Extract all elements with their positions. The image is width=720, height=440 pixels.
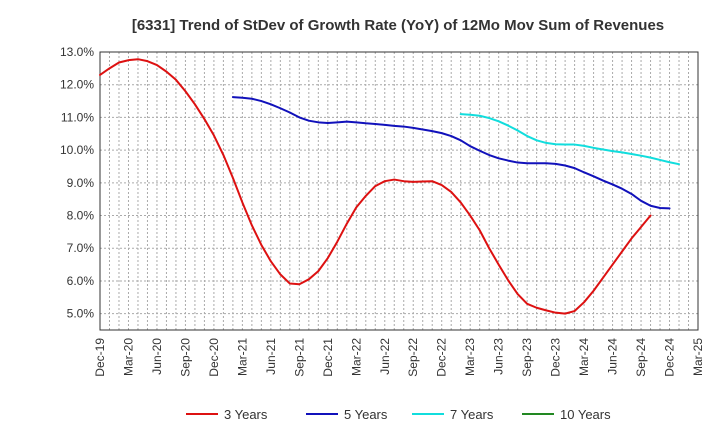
x-tick-label: Sep-23 — [520, 338, 534, 377]
x-tick-label: Sep-24 — [634, 338, 648, 377]
x-tick-label: Jun-23 — [492, 338, 506, 375]
x-tick-label: Mar-24 — [577, 338, 591, 376]
series-line-5-years — [231, 96, 671, 210]
plot-background — [100, 52, 698, 330]
legend-label-5-years: 5 Years — [344, 407, 388, 422]
x-tick-label: Jun-20 — [150, 338, 164, 375]
y-tick-label: 10.0% — [60, 143, 94, 157]
x-tick-label: Dec-21 — [321, 338, 335, 377]
y-tick-label: 11.0% — [61, 110, 94, 124]
x-tick-label: Jun-22 — [378, 338, 392, 375]
x-tick-label: Mar-20 — [121, 338, 135, 376]
legend-label-10-years: 10 Years — [560, 407, 611, 422]
x-tick-label: Sep-20 — [178, 338, 192, 377]
y-tick-label: 5.0% — [67, 307, 95, 321]
x-tick-label: Mar-22 — [349, 338, 363, 376]
x-tick-label: Dec-19 — [93, 338, 107, 377]
x-tick-label: Dec-24 — [663, 338, 677, 377]
x-tick-label: Dec-22 — [435, 338, 449, 377]
x-tick-label: Dec-23 — [549, 338, 563, 377]
chart-title: [6331] Trend of StDev of Growth Rate (Yo… — [132, 17, 664, 34]
x-tick-label: Sep-22 — [406, 338, 420, 377]
x-tick-label: Mar-25 — [691, 338, 705, 376]
y-tick-label: 8.0% — [67, 209, 95, 223]
x-tick-label: Jun-24 — [606, 338, 620, 375]
series-line-3-years — [99, 58, 652, 315]
y-tick-label: 9.0% — [67, 176, 95, 190]
x-tick-label: Sep-21 — [292, 338, 306, 377]
plot-frame — [99, 51, 699, 331]
plot-area: 5.0% 6.0% 7.0% 8.0% 9.0% 10.0% 11.0% 12.0% 13.0%… — [60, 45, 705, 377]
y-tick-label: 12.0% — [60, 78, 94, 92]
legend-label-3-years: 3 Years — [224, 407, 268, 422]
legend: 3 Years 5 Years 7 Years 10 Years — [186, 407, 611, 422]
series-line-7-years — [459, 113, 681, 166]
y-tick-label: 6.0% — [67, 274, 95, 288]
y-tick-label: 13.0% — [60, 45, 94, 59]
x-tick-label: Mar-23 — [463, 338, 477, 376]
x-tick-label: Dec-20 — [207, 338, 221, 377]
x-tick-label: Jun-21 — [264, 338, 278, 375]
legend-label-7-years: 7 Years — [450, 407, 494, 422]
y-tick-label: 7.0% — [67, 241, 95, 255]
x-tick-label: Mar-21 — [235, 338, 249, 376]
